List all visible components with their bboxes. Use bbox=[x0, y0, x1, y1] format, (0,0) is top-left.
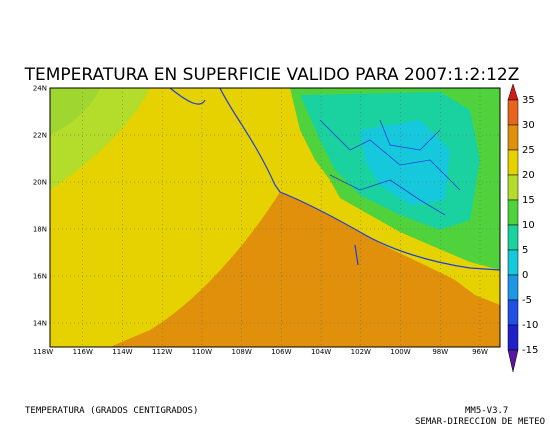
colorbar-segment bbox=[507, 149, 519, 176]
colorbar-label: 5 bbox=[522, 245, 528, 256]
colorbar-label: -10 bbox=[522, 320, 538, 331]
field-20-25 bbox=[50, 88, 100, 135]
colorbar-label: 15 bbox=[522, 195, 535, 206]
map-frame bbox=[49, 87, 501, 348]
colorbar-segment bbox=[507, 274, 519, 301]
coastline bbox=[169, 88, 500, 271]
colorbar-label: 10 bbox=[522, 220, 535, 231]
lon-label: 110W bbox=[192, 348, 212, 356]
footer-variable: TEMPERATURA (GRADOS CENTIGRADOS) bbox=[25, 406, 198, 416]
field-30-35 bbox=[110, 192, 500, 347]
colorbar-segment bbox=[507, 324, 519, 351]
lat-label: 18N bbox=[33, 226, 47, 234]
colorbar-segment bbox=[507, 174, 519, 201]
colorbar-label: 30 bbox=[522, 120, 535, 131]
colorbar-arrow bbox=[507, 83, 519, 101]
colorbar-segment bbox=[507, 124, 519, 151]
map bbox=[49, 87, 501, 348]
graticule bbox=[50, 88, 500, 347]
colorbar-segment bbox=[507, 249, 519, 276]
colorbar-label: 0 bbox=[522, 270, 528, 281]
lon-label: 96W bbox=[472, 348, 488, 356]
lon-label: 100W bbox=[390, 348, 410, 356]
lon-label: 118W bbox=[33, 348, 53, 356]
title: TEMPERATURA EN SUPERFICIE VALIDO PARA 20… bbox=[24, 65, 520, 85]
lon-label: 106W bbox=[271, 348, 291, 356]
colorbar-arrow bbox=[507, 349, 519, 373]
colorbar-segment bbox=[507, 199, 519, 226]
field-5-10 bbox=[360, 120, 450, 205]
colorbar-label: 25 bbox=[522, 145, 535, 156]
colorbar-label: 20 bbox=[522, 170, 535, 181]
colorbar-segment bbox=[507, 224, 519, 251]
footer-model: MM5-V3.7 bbox=[465, 406, 508, 416]
lat-label: 24N bbox=[33, 85, 47, 93]
state-borders bbox=[319, 119, 461, 216]
colorbar-label: -15 bbox=[522, 345, 538, 356]
lon-label: 104W bbox=[311, 348, 331, 356]
lat-label: 20N bbox=[33, 179, 47, 187]
colorbar-segment bbox=[507, 99, 519, 126]
colorbar: 35 30 25 20 15 10 5 0 -5 -10 -15 bbox=[507, 83, 538, 373]
lon-label: 112W bbox=[152, 348, 172, 356]
footer-source: SEMAR-DIRECCION DE METEO bbox=[415, 417, 545, 425]
colorbar-label: 35 bbox=[522, 95, 535, 106]
lon-label: 108W bbox=[231, 348, 251, 356]
lat-label: 22N bbox=[33, 132, 47, 140]
lat-label: 16N bbox=[33, 273, 47, 281]
lat-label: 14N bbox=[33, 320, 47, 328]
lon-label: 114W bbox=[112, 348, 132, 356]
colorbar-segment bbox=[507, 299, 519, 326]
lon-label: 116W bbox=[73, 348, 93, 356]
lon-label: 102W bbox=[351, 348, 371, 356]
lon-label: 98W bbox=[432, 348, 448, 356]
colorbar-label: -5 bbox=[522, 295, 532, 306]
